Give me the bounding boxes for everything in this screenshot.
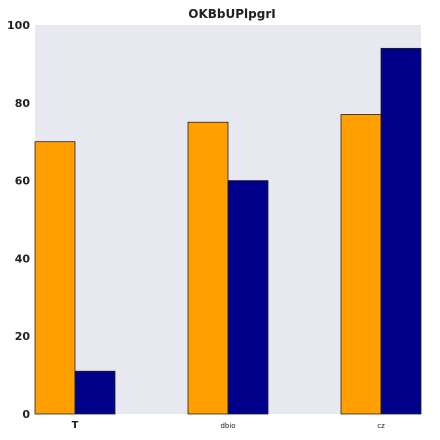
y-tick-label: 60: [15, 175, 31, 188]
chart-title: OKBbUPlpgrI: [188, 7, 275, 21]
y-tick-label: 0: [22, 408, 30, 421]
x-tick-label: T: [72, 420, 79, 431]
bar-T-series-0: [34, 141, 76, 415]
y-tick-label: 100: [7, 19, 30, 32]
y-tick-label: 20: [15, 330, 31, 343]
y-tick-label: 40: [15, 252, 31, 265]
bars: [34, 47, 422, 415]
x-tick-label: dbio: [220, 422, 235, 430]
y-axis: 0 20 40 60 80 100: [7, 19, 30, 421]
bar-cz-series-1: [380, 47, 422, 415]
bar-dbio-series-0: [187, 121, 229, 415]
bar-cz-series-0: [340, 114, 382, 415]
bar-dbio-series-1: [227, 180, 269, 415]
bar-T-series-1: [74, 370, 116, 415]
x-tick-label: cz: [377, 422, 385, 430]
y-tick-label: 80: [15, 97, 31, 110]
